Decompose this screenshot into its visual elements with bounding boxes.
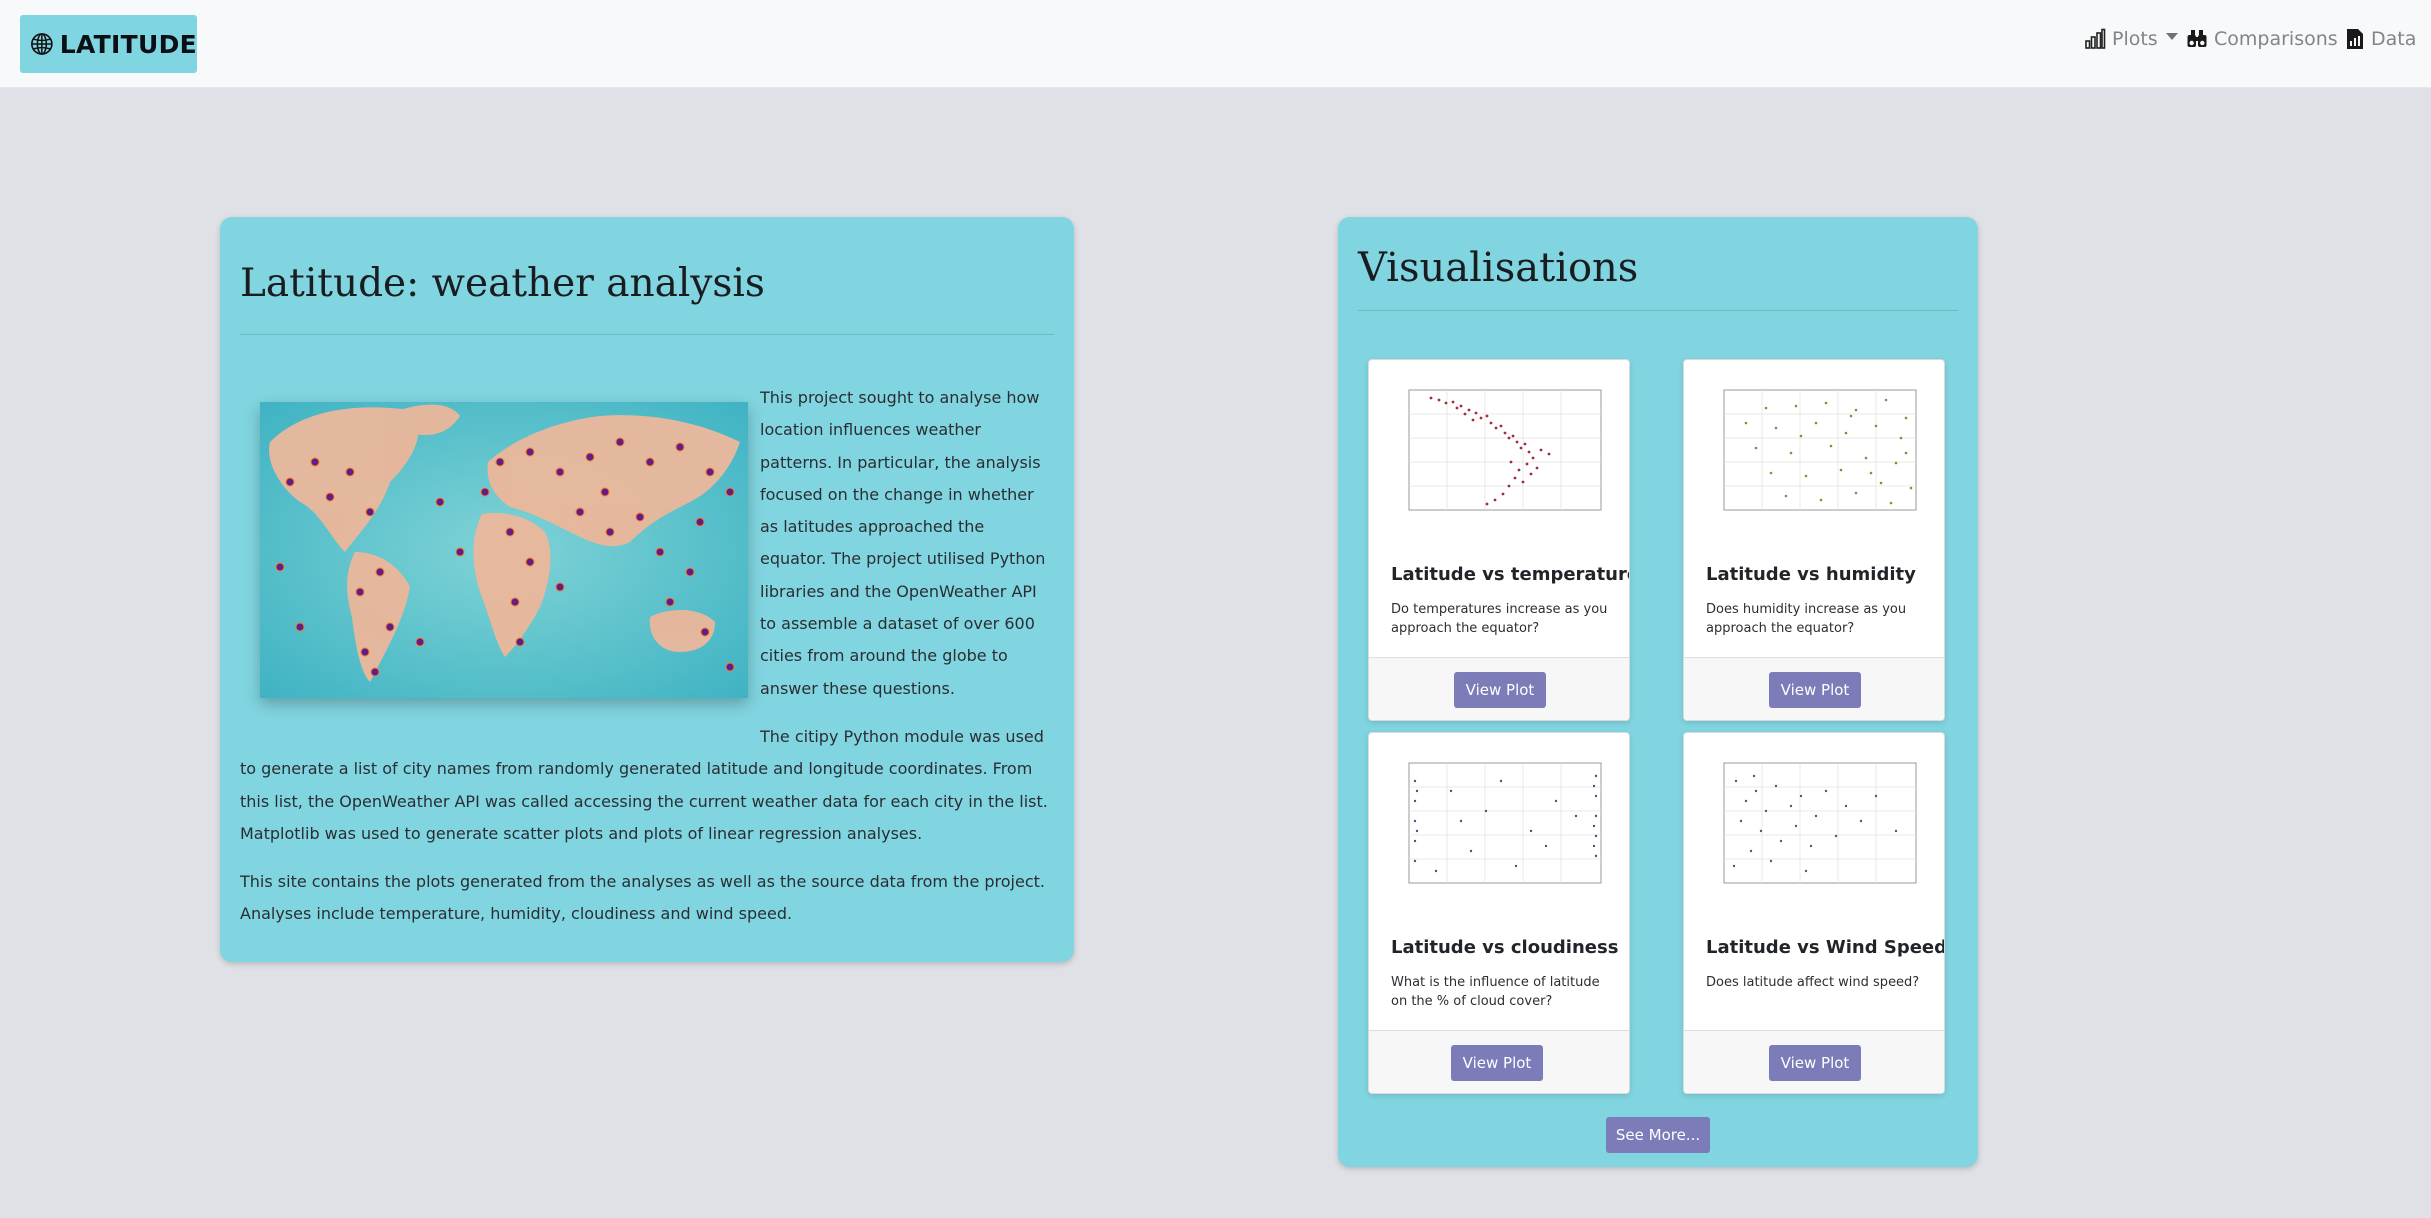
nav-data-label: Data bbox=[2371, 28, 2417, 50]
card-title: Latitude vs cloudiness bbox=[1391, 937, 1619, 958]
card-footer: View Plot bbox=[1684, 657, 1944, 720]
view-plot-button[interactable]: View Plot bbox=[1454, 672, 1546, 708]
nav-plots-label: Plots bbox=[2112, 28, 2158, 50]
brand-name: LATITUDE bbox=[59, 29, 197, 59]
card-footer: View Plot bbox=[1369, 1030, 1629, 1093]
intro-title: Latitude: weather analysis bbox=[240, 217, 1054, 335]
wind-speed-scatter-thumbnail bbox=[1723, 762, 1917, 884]
nav-comparisons[interactable]: Comparisons bbox=[2186, 28, 2338, 50]
nav-comparisons-label: Comparisons bbox=[2214, 28, 2338, 50]
binoculars-icon bbox=[2187, 30, 2207, 47]
view-plot-button[interactable]: View Plot bbox=[1769, 672, 1861, 708]
card-text: What is the influence of latitude on the… bbox=[1391, 975, 1600, 1009]
world-city-map-image bbox=[260, 402, 748, 698]
intro-panel: Latitude: weather analysis This project … bbox=[220, 217, 1074, 962]
brand-logo[interactable]: LATITUDE bbox=[20, 15, 197, 73]
view-plot-button[interactable]: View Plot bbox=[1769, 1045, 1861, 1081]
card-wind-speed: Latitude vs Wind Speed Does latitude aff… bbox=[1683, 732, 1945, 1094]
view-plot-button[interactable]: View Plot bbox=[1451, 1045, 1543, 1081]
card-title: Latitude vs Wind Speed bbox=[1706, 937, 1945, 958]
intro-paragraph-2: The citipy Python module was used to gen… bbox=[240, 726, 1048, 843]
card-temperature: Latitude vs temperature Do temperatures … bbox=[1368, 359, 1630, 721]
nav-data[interactable]: Data bbox=[2345, 28, 2416, 50]
card-footer: View Plot bbox=[1369, 657, 1629, 720]
visualisations-panel: Visualisations bbox=[1338, 217, 1978, 1167]
card-humidity: Latitude vs humidity Does humidity incre… bbox=[1683, 359, 1945, 721]
card-title: Latitude vs temperature bbox=[1391, 564, 1630, 585]
card-text: Does latitude affect wind speed? bbox=[1706, 975, 1920, 990]
navbar: LATITUDE Plots Comparisons bbox=[0, 0, 2431, 88]
visualisations-title: Visualisations bbox=[1358, 217, 1958, 311]
card-footer: View Plot bbox=[1684, 1030, 1944, 1093]
globe-icon bbox=[31, 33, 53, 55]
nav-plots-dropdown[interactable]: Plots bbox=[2084, 28, 2178, 50]
intro-body: This project sought to analyse how locat… bbox=[240, 382, 1054, 947]
card-title: Latitude vs humidity bbox=[1706, 564, 1916, 585]
bar-chart-icon bbox=[2085, 28, 2106, 49]
humidity-scatter-thumbnail bbox=[1723, 389, 1917, 511]
chart-file-icon bbox=[2347, 29, 2363, 49]
caret-down-icon bbox=[2165, 32, 2178, 40]
intro-paragraph-3: This site contains the plots generated f… bbox=[240, 872, 1045, 924]
card-cloudiness: Latitude vs cloudiness What is the influ… bbox=[1368, 732, 1630, 1094]
temperature-scatter-thumbnail bbox=[1408, 389, 1602, 511]
card-text: Does humidity increase as you approach t… bbox=[1706, 602, 1907, 636]
cloudiness-scatter-thumbnail bbox=[1408, 762, 1602, 884]
intro-paragraph-1: This project sought to analyse how locat… bbox=[760, 388, 1046, 698]
card-text: Do temperatures increase as you approach… bbox=[1391, 602, 1608, 636]
see-more-button[interactable]: See More... bbox=[1606, 1117, 1710, 1153]
